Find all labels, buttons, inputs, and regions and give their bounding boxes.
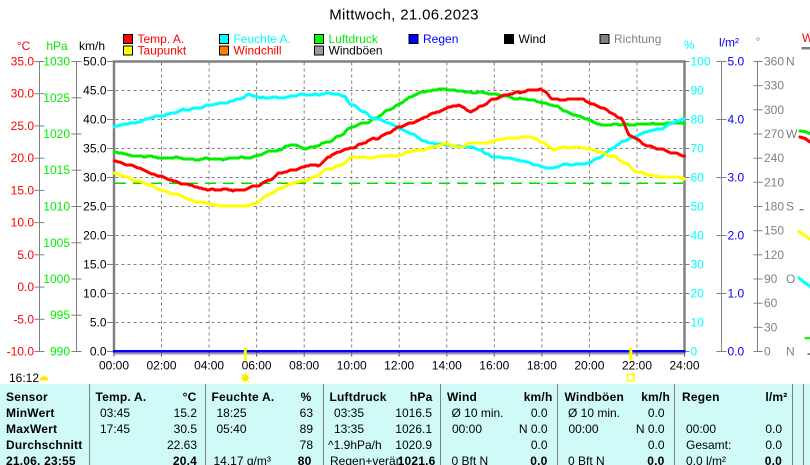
svg-text:W: W [802, 31, 810, 45]
svg-text:240: 240 [764, 151, 784, 165]
svg-text:100: 100 [691, 55, 711, 69]
svg-text:-5.0: -5.0 [13, 312, 34, 326]
svg-text:15.0: 15.0 [11, 183, 35, 197]
svg-text:1030: 1030 [43, 55, 70, 69]
svg-text:0.0: 0.0 [728, 345, 745, 359]
svg-text:N: N [786, 345, 795, 359]
svg-text:5.0: 5.0 [728, 55, 745, 69]
svg-text:2.0: 2.0 [728, 229, 745, 243]
svg-text:10: 10 [691, 316, 705, 330]
svg-text:22:00: 22:00 [622, 359, 652, 373]
svg-text:0.0: 0.0 [90, 345, 107, 359]
svg-text:N: N [786, 55, 795, 69]
svg-text:W: W [786, 127, 798, 141]
svg-text:60: 60 [764, 296, 778, 310]
svg-text:30.0: 30.0 [11, 87, 35, 101]
svg-text:20: 20 [691, 287, 705, 301]
svg-text:1000: 1000 [43, 272, 70, 286]
svg-text:04:00: 04:00 [194, 359, 224, 373]
svg-text:35.0: 35.0 [83, 142, 107, 156]
svg-text:270: 270 [764, 127, 784, 141]
svg-text:30: 30 [691, 258, 705, 272]
svg-text:10.0: 10.0 [83, 287, 107, 301]
svg-text:%: % [684, 38, 695, 52]
svg-text:Mittwoch, 21.06.2023: Mittwoch, 21.06.2023 [329, 7, 479, 24]
svg-text:40: 40 [691, 229, 705, 243]
svg-text:5.0: 5.0 [17, 248, 34, 262]
svg-text:70: 70 [691, 142, 705, 156]
svg-text:02:00: 02:00 [146, 359, 176, 373]
svg-text:O: O [786, 272, 795, 286]
svg-text:16:00: 16:00 [479, 359, 509, 373]
svg-text:1020: 1020 [43, 127, 70, 141]
svg-text:60: 60 [691, 171, 705, 185]
svg-text:1025: 1025 [43, 91, 70, 105]
svg-text:360: 360 [764, 55, 784, 69]
svg-text:150: 150 [764, 224, 784, 238]
svg-text:20.0: 20.0 [11, 151, 35, 165]
svg-text:12:00: 12:00 [384, 359, 414, 373]
svg-text:10:00: 10:00 [337, 359, 367, 373]
svg-text:330: 330 [764, 79, 784, 93]
svg-text:km/h: km/h [79, 39, 105, 53]
svg-text:90: 90 [764, 272, 778, 286]
svg-text:30: 30 [764, 320, 778, 334]
svg-text:20.0: 20.0 [83, 229, 107, 243]
svg-text:45.0: 45.0 [83, 84, 107, 98]
svg-text:5.0: 5.0 [90, 316, 107, 330]
svg-text:24:00: 24:00 [669, 359, 699, 373]
svg-text:10.0: 10.0 [11, 216, 35, 230]
svg-text:995: 995 [50, 308, 70, 322]
svg-text:1005: 1005 [43, 236, 70, 250]
svg-text:50: 50 [691, 200, 705, 214]
svg-text:1.0: 1.0 [728, 287, 745, 301]
svg-text:0.0: 0.0 [17, 280, 34, 294]
svg-text:°C: °C [17, 39, 31, 53]
svg-text:4.0: 4.0 [728, 113, 745, 127]
svg-text:0: 0 [764, 345, 771, 359]
svg-text:30.0: 30.0 [83, 171, 107, 185]
svg-text:25.0: 25.0 [11, 119, 35, 133]
svg-text:40.0: 40.0 [83, 113, 107, 127]
svg-text:990: 990 [50, 345, 70, 359]
svg-text:80: 80 [691, 113, 705, 127]
svg-text:18:00: 18:00 [527, 359, 557, 373]
svg-text:3.0: 3.0 [728, 171, 745, 185]
svg-text:90: 90 [691, 84, 705, 98]
svg-text:16:12: 16:12 [9, 371, 39, 385]
svg-text:50.0: 50.0 [83, 55, 107, 69]
svg-text:Windchill: Windchill [234, 44, 282, 58]
svg-text:1015: 1015 [43, 163, 70, 177]
svg-text:06:00: 06:00 [242, 359, 272, 373]
svg-text:Taupunkt: Taupunkt [138, 44, 187, 58]
svg-text:Luftdruck: Luftdruck [329, 32, 379, 46]
svg-text:15.0: 15.0 [83, 258, 107, 272]
svg-text:-10.0: -10.0 [7, 345, 35, 359]
svg-text:l/m²: l/m² [719, 36, 739, 50]
svg-text:180: 180 [764, 200, 784, 214]
svg-text:°: ° [756, 35, 761, 49]
svg-text:300: 300 [764, 103, 784, 117]
svg-text:20:00: 20:00 [574, 359, 604, 373]
svg-text:00:00: 00:00 [99, 359, 129, 373]
svg-text:hPa: hPa [46, 39, 68, 53]
svg-text:1010: 1010 [43, 200, 70, 214]
svg-text:120: 120 [764, 248, 784, 262]
svg-text:Wind: Wind [519, 32, 546, 46]
svg-text:14:00: 14:00 [432, 359, 462, 373]
svg-text:Regen: Regen [423, 32, 458, 46]
svg-text:Richtung: Richtung [614, 32, 661, 46]
svg-text:Feuchte A.: Feuchte A. [234, 32, 291, 46]
svg-text:S: S [786, 200, 794, 214]
svg-text:Temp. A.: Temp. A. [138, 32, 185, 46]
svg-text:35.0: 35.0 [11, 55, 35, 69]
svg-text:25.0: 25.0 [83, 200, 107, 214]
svg-text:210: 210 [764, 175, 784, 189]
svg-text:Windböen: Windböen [329, 44, 383, 58]
svg-text:0: 0 [691, 345, 698, 359]
svg-text:08:00: 08:00 [289, 359, 319, 373]
